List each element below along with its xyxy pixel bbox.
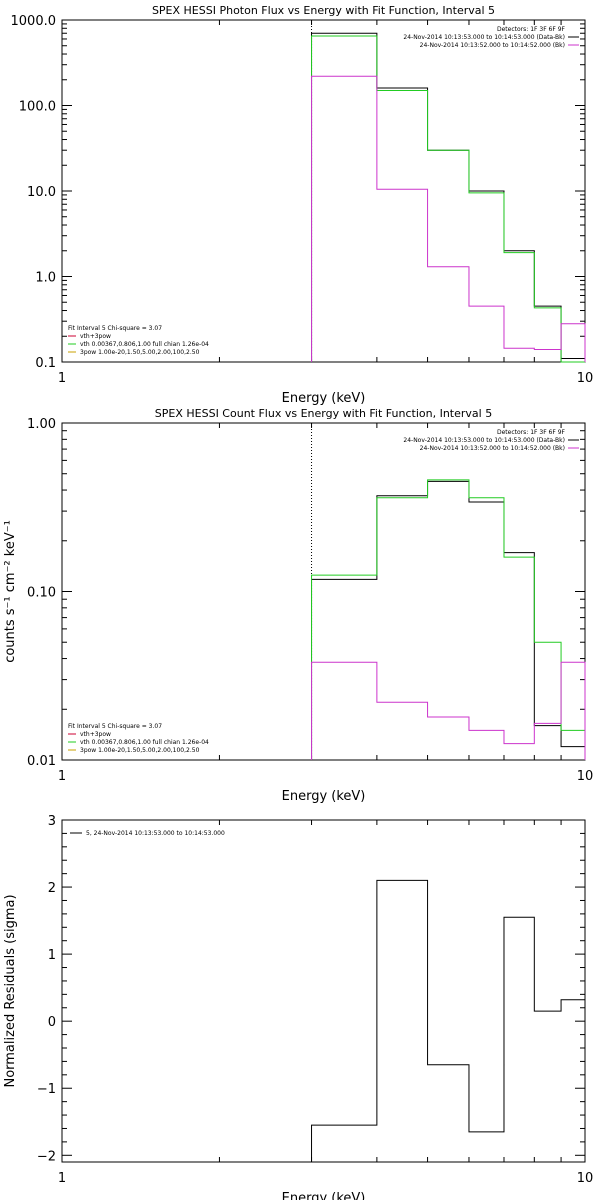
x-tick-label: 1: [58, 1171, 66, 1186]
legend-entry: vth+3pow: [80, 333, 111, 340]
legend-entry: Fit Interval 5 Chi-square = 3.07: [68, 325, 162, 332]
x-tick-label: 10: [577, 371, 594, 386]
y-tick-label: 0.1: [35, 356, 56, 371]
y-axis-label: counts s⁻¹ cm⁻² keV⁻¹: [3, 520, 18, 663]
legend-entry: vth 0.00367,0.806,1.00 full chian 1.26e-…: [80, 739, 209, 746]
series-line-3: [311, 661, 586, 760]
chart-title: SPEX HESSI Photon Flux vs Energy with Fi…: [152, 4, 495, 17]
series-line-3: [311, 75, 586, 362]
chart-panel-2: SPEX HESSI Count Flux vs Energy with Fit…: [3, 407, 593, 804]
y-tick-label: 1.00: [27, 417, 56, 432]
plot-frame: [61, 19, 586, 363]
legend-entry: vth 0.00367,0.806,1.00 full chian 1.26e-…: [80, 341, 209, 348]
y-tick-label: 10.0: [27, 185, 56, 200]
y-tick-label: 0.10: [27, 586, 56, 601]
series-line-1: [311, 480, 586, 760]
y-tick-label: 3: [48, 814, 56, 829]
y-tick-label: 1: [48, 948, 56, 963]
y-tick-label: 0: [48, 1015, 56, 1030]
legend-entry: Fit Interval 5 Chi-square = 3.07: [68, 723, 162, 730]
y-tick-label: −2: [37, 1149, 56, 1164]
y-tick-label: 2: [48, 881, 56, 896]
x-tick-label: 10: [577, 1171, 594, 1186]
legend-entry: vth+3pow: [80, 731, 111, 738]
series-line-1: [311, 32, 586, 362]
x-axis-label: Energy (keV): [282, 789, 366, 804]
y-tick-label: −1: [37, 1082, 56, 1097]
chart-panel-1: SPEX HESSI Photon Flux vs Energy with Fi…: [11, 4, 594, 406]
legend-entry: 3pow 1.00e-20,1.50,5.00,2.00,100,2.50: [80, 747, 200, 754]
plot-frame: [61, 422, 586, 761]
y-tick-label: 100.0: [19, 100, 56, 115]
series-line-1: [311, 879, 586, 1162]
chart-panel-3: Energy (keV) Normalized Residuals (sigma)…: [3, 814, 593, 1200]
y-tick-label: 1000.0: [11, 14, 57, 29]
series-line-2: [311, 479, 586, 760]
legend-entry: 5, 24-Nov-2014 10:13:53.000 to 10:14:53.…: [86, 830, 225, 837]
x-tick-label: 1: [58, 769, 66, 784]
x-axis-label: Energy (keV): [282, 391, 366, 406]
x-tick-label: 10: [577, 769, 594, 784]
plot-frame: [61, 819, 586, 1163]
y-tick-label: 1.0: [35, 271, 56, 286]
legend-entry: 24-Nov-2014 10:13:53.000 to 10:14:53.000…: [403, 437, 565, 444]
x-tick-label: 1: [58, 371, 66, 386]
legend-entry: Detectors: 1F 3F 6F 9F: [497, 26, 566, 33]
y-tick-label: 0.01: [27, 754, 56, 769]
legend-entry: 24-Nov-2014 10:13:53.000 to 10:14:53.000…: [403, 34, 565, 41]
chart-title: SPEX HESSI Count Flux vs Energy with Fit…: [155, 407, 492, 420]
legend-entry: 3pow 1.00e-20,1.50,5.00,2.00,100,2.50: [80, 349, 200, 356]
legend-entry: 24-Nov-2014 10:13:52.000 to 10:14:52.000…: [420, 42, 565, 49]
legend-entry: 24-Nov-2014 10:13:52.000 to 10:14:52.000…: [420, 445, 565, 452]
y-axis-label: Normalized Residuals (sigma): [3, 894, 18, 1087]
series-line-2: [311, 35, 585, 363]
x-axis-label: Energy (keV): [282, 1191, 366, 1200]
legend-entry: Detectors: 1F 3F 6F 9F: [497, 429, 566, 436]
